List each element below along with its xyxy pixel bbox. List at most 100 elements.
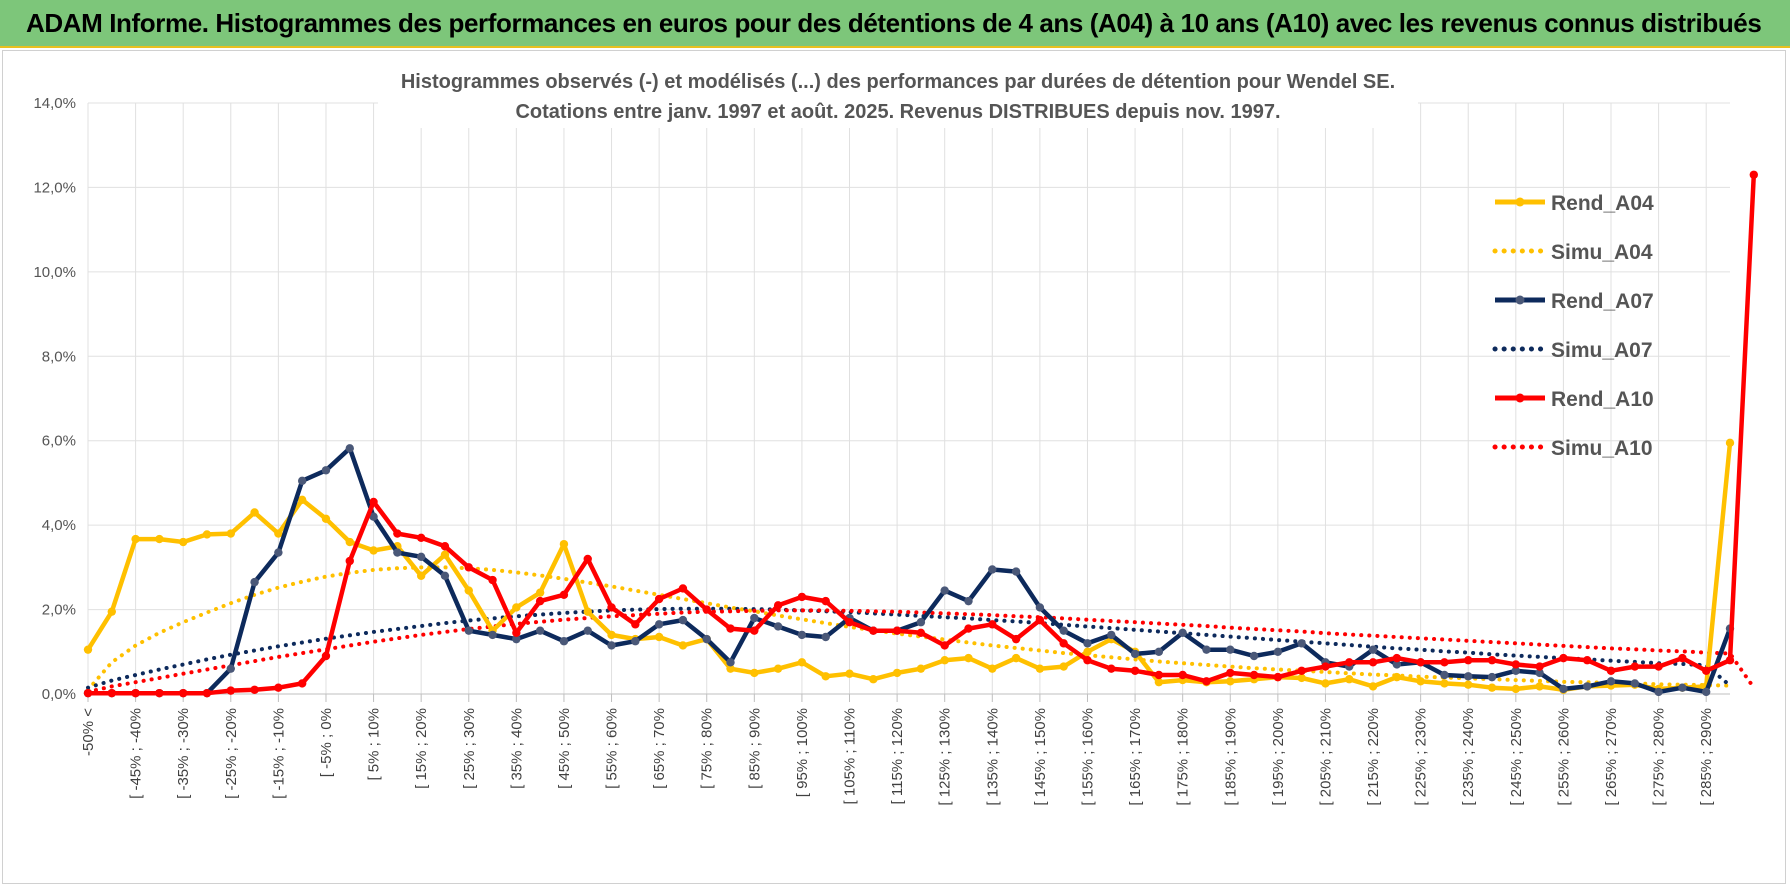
data-point	[1440, 679, 1449, 688]
data-point	[916, 628, 926, 637]
data-point	[178, 537, 188, 547]
legend-label: Simu_A07	[1551, 339, 1653, 362]
data-point	[1630, 679, 1640, 688]
data-point	[797, 630, 807, 640]
data-point	[1083, 639, 1092, 648]
y-axis: 0,0% 2,0% 4,0% 6,0% 8,0% 10,0% 12,0% 14,0%	[33, 95, 76, 703]
x-tick-label: [ 75% ; 80%	[699, 708, 716, 789]
legend-label: Simu_A04	[1551, 241, 1653, 264]
data-point	[1440, 670, 1449, 680]
chart-subtitle: Cotations entre janv. 1997 et août. 2025…	[515, 101, 1280, 123]
data-point	[892, 626, 902, 635]
series-Simu_A10	[86, 608, 1756, 694]
data-point	[1464, 672, 1473, 681]
data-point	[940, 586, 949, 595]
data-point	[1368, 645, 1378, 654]
data-point	[512, 628, 521, 637]
x-tick-label: [ 285% ; 290%	[1698, 708, 1715, 806]
data-point	[845, 669, 854, 678]
data-point	[202, 530, 212, 539]
data-point	[1011, 634, 1021, 644]
data-point	[678, 584, 688, 593]
data-point	[274, 548, 283, 557]
data-point	[1083, 656, 1092, 665]
data-point	[1011, 567, 1021, 576]
data-point	[226, 686, 235, 695]
data-point	[1226, 677, 1235, 686]
data-point	[702, 634, 711, 644]
x-tick-label: [ 125% ; 130%	[937, 708, 954, 806]
legend-label: Simu_A10	[1551, 437, 1653, 460]
data-point	[1249, 670, 1259, 680]
x-tick-label: [ 15% ; 20%	[413, 708, 430, 789]
series-line-Simu_A07	[86, 606, 1732, 690]
data-point	[964, 653, 973, 663]
x-tick-label: [ 175% ; 180%	[1175, 708, 1192, 806]
data-point	[535, 596, 545, 606]
data-point	[773, 601, 783, 610]
data-point	[1059, 662, 1068, 671]
data-point	[1702, 666, 1711, 675]
data-point	[1130, 649, 1140, 659]
x-tick-label: [ 95% ; 100%	[794, 708, 811, 797]
data-point	[1725, 656, 1735, 665]
data-point	[726, 624, 735, 633]
data-point	[869, 675, 878, 684]
data-point	[202, 688, 212, 698]
data-point	[845, 618, 854, 627]
data-point	[1416, 677, 1425, 686]
data-point	[1368, 682, 1378, 691]
data-point	[654, 594, 664, 604]
data-point	[726, 658, 735, 667]
legend-item-Simu_A07: Simu_A07	[1492, 339, 1653, 362]
data-point	[1606, 666, 1616, 675]
chart-legend: Rend_A04 Simu_A04 Rend_A07 Simu_A07 Rend_A10…	[1492, 192, 1654, 460]
data-point	[940, 641, 949, 650]
data-point	[512, 603, 521, 612]
title-background	[378, 62, 1418, 128]
data-point	[250, 685, 259, 694]
data-point	[369, 512, 378, 521]
data-point	[1202, 677, 1211, 686]
x-tick-label: [ 235% ; 240%	[1460, 708, 1477, 806]
series-Rend_A10	[83, 170, 1758, 698]
data-point	[607, 641, 616, 650]
x-tick-label: [ 35% ; 40%	[508, 708, 525, 789]
data-point	[773, 664, 783, 673]
legend-item-Rend_A07: Rend_A07	[1495, 290, 1654, 313]
performance-histogram-chart: 0,0% 2,0% 4,0% 6,0% 8,0% 10,0% 12,0% 14,0% -50%…	[33, 62, 1758, 806]
data-point	[155, 688, 164, 698]
data-point	[964, 624, 973, 633]
data-point	[797, 592, 807, 602]
series-line-Rend_A04	[86, 442, 1733, 693]
data-point	[559, 637, 569, 646]
x-tick-label: -50% <	[80, 708, 97, 756]
data-point	[369, 497, 378, 507]
data-point	[226, 664, 235, 673]
report-title: ADAM Informe. Histogrammes des performan…	[26, 8, 1762, 38]
data-point	[250, 577, 259, 587]
series-line-Simu_A10	[86, 608, 1756, 694]
data-point	[1583, 682, 1592, 691]
data-point	[1273, 647, 1283, 656]
series-line-Rend_A07	[88, 446, 1733, 696]
data-point	[274, 683, 283, 692]
legend-item-Rend_A10: Rend_A10	[1495, 388, 1654, 411]
data-point	[297, 495, 307, 505]
legend-label: Rend_A04	[1551, 192, 1654, 215]
data-point	[1535, 662, 1544, 671]
legend-item-Rend_A04: Rend_A04	[1495, 192, 1654, 215]
data-point	[1511, 660, 1521, 669]
data-point	[1583, 656, 1592, 665]
data-point	[535, 588, 545, 597]
x-tick-label: [ 85% ; 90%	[746, 708, 763, 789]
data-point	[1321, 679, 1330, 688]
data-point	[702, 605, 711, 614]
x-tick-label: [ 265% ; 270%	[1603, 708, 1620, 806]
x-tick-label: [ 135% ; 140%	[984, 708, 1001, 806]
data-point	[440, 571, 450, 580]
data-point	[464, 563, 473, 572]
data-point	[964, 596, 973, 606]
data-point	[226, 529, 235, 538]
data-point	[1035, 615, 1045, 625]
